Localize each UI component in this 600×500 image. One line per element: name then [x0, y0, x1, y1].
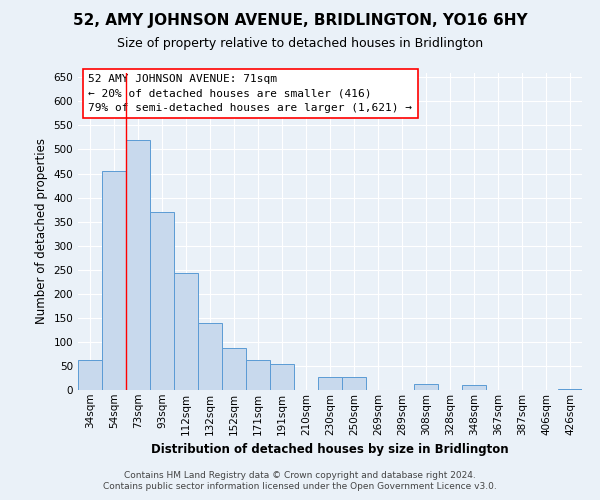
Text: 52 AMY JOHNSON AVENUE: 71sqm
← 20% of detached houses are smaller (416)
79% of s: 52 AMY JOHNSON AVENUE: 71sqm ← 20% of de… — [88, 74, 412, 113]
Bar — [78, 360, 102, 390]
Bar — [102, 171, 126, 390]
X-axis label: Distribution of detached houses by size in Bridlington: Distribution of detached houses by size … — [151, 443, 509, 456]
Text: Contains HM Land Registry data © Crown copyright and database right 2024.: Contains HM Land Registry data © Crown c… — [124, 471, 476, 480]
Bar — [462, 385, 486, 390]
Bar — [222, 348, 246, 390]
Bar — [342, 376, 366, 390]
Text: Contains public sector information licensed under the Open Government Licence v3: Contains public sector information licen… — [103, 482, 497, 491]
Bar — [558, 388, 582, 390]
Bar — [318, 377, 342, 390]
Bar — [246, 360, 270, 390]
Y-axis label: Number of detached properties: Number of detached properties — [35, 138, 48, 324]
Text: Size of property relative to detached houses in Bridlington: Size of property relative to detached ho… — [117, 38, 483, 51]
Bar — [150, 212, 174, 390]
Text: 52, AMY JOHNSON AVENUE, BRIDLINGTON, YO16 6HY: 52, AMY JOHNSON AVENUE, BRIDLINGTON, YO1… — [73, 12, 527, 28]
Bar — [174, 273, 198, 390]
Bar — [270, 364, 294, 390]
Bar — [126, 140, 150, 390]
Bar — [198, 322, 222, 390]
Bar — [414, 384, 438, 390]
